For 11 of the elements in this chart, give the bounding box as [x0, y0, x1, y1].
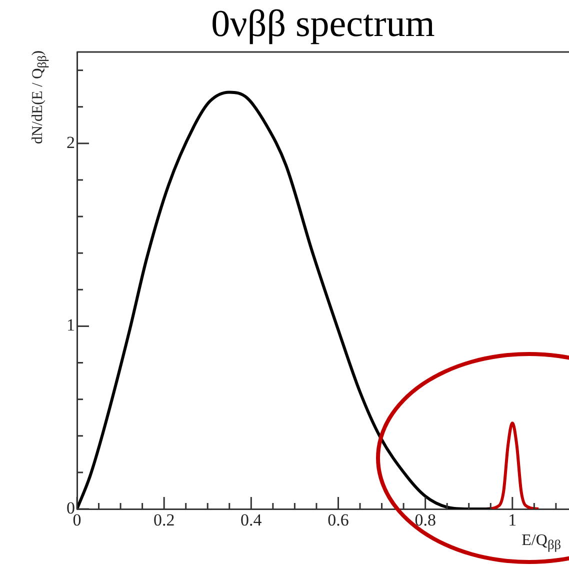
x-axis-title: E/Q$_{ββ}$ [522, 532, 561, 554]
y-tick-label: 0 [66, 498, 75, 518]
x-tick-label: 0.4 [240, 510, 262, 530]
x-tick-label: 1 [508, 510, 517, 530]
line-series [77, 90, 492, 509]
x-tick-label: 0.8 [414, 510, 436, 530]
x-tick-label: 0.6 [328, 510, 349, 530]
x-tick-label: 0.2 [153, 510, 175, 530]
y-tick-label: 1 [66, 316, 75, 335]
chart-title: 0νββ spectrum [210, 2, 436, 46]
y-tick-label: 2 [66, 132, 75, 152]
